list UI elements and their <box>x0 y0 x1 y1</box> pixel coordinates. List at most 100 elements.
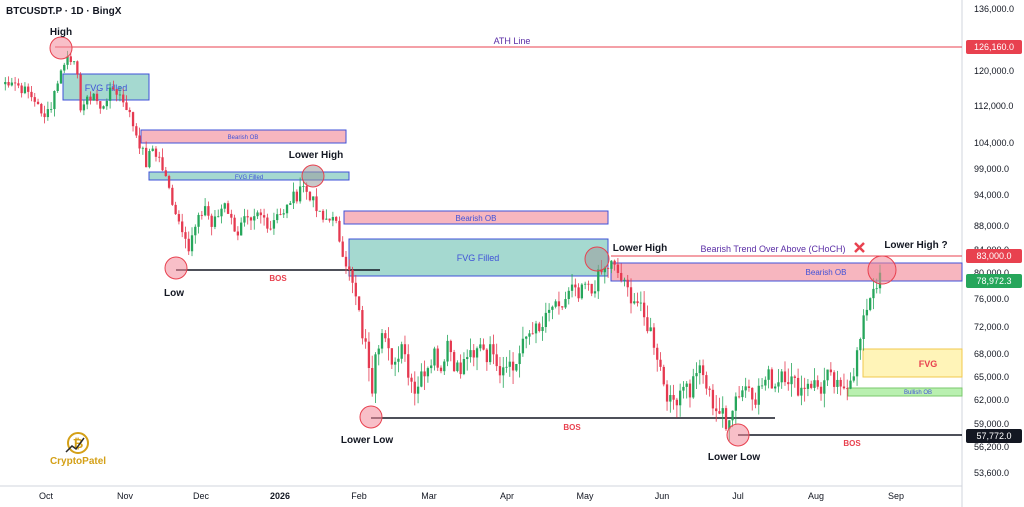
candle-body <box>446 340 449 362</box>
candle-body <box>118 94 122 96</box>
symbol-title: BTCUSDT.P · 1D · BingX <box>6 6 122 17</box>
candle-body <box>439 367 443 372</box>
candle-body <box>859 339 862 351</box>
candle-body <box>82 104 86 111</box>
candle-body <box>649 327 652 332</box>
x-tick-label: Dec <box>193 491 210 501</box>
candle-body <box>266 217 269 229</box>
candle-body <box>806 383 810 389</box>
candle-body <box>423 371 426 377</box>
candle-body <box>482 344 485 350</box>
candle-body <box>836 379 839 387</box>
x-tick-label: Nov <box>117 491 134 501</box>
candle-body <box>46 109 50 118</box>
candle-body <box>521 338 525 354</box>
candle-body <box>305 186 308 192</box>
candle-body <box>855 350 859 377</box>
x-tick-label: Feb <box>351 491 367 501</box>
candle-body <box>364 338 367 342</box>
candle-body <box>577 287 580 299</box>
candle-body <box>796 377 800 396</box>
y-tick-label: 136,000.0 <box>974 4 1014 14</box>
candle-body <box>387 338 390 349</box>
candle-body <box>534 323 538 334</box>
candle-body <box>872 288 875 299</box>
bearish-ob-label-2: Bearish OB <box>456 214 497 223</box>
lower-high-label-2: Lower High <box>613 243 667 254</box>
candle-body <box>348 266 351 271</box>
y-tick-label: 104,000.0 <box>974 138 1014 148</box>
candle-body <box>829 369 833 373</box>
candle-body <box>53 90 56 110</box>
candle-body <box>682 386 685 391</box>
candle-body <box>23 86 27 94</box>
bearish-ob-zone-2 <box>343 210 609 225</box>
candle-body <box>466 357 469 360</box>
candle-body <box>518 353 521 365</box>
price-label-text: 126,160.0 <box>974 42 1014 52</box>
x-tick-label: Sep <box>888 491 904 501</box>
candle-body <box>636 301 639 304</box>
candle-body <box>544 312 547 328</box>
bullish-ob-zone <box>847 387 963 397</box>
candle-body <box>374 354 377 394</box>
candle-body <box>754 399 757 405</box>
candle-body <box>462 359 466 375</box>
y-tick-label: 68,000.0 <box>974 349 1009 359</box>
candle-body <box>276 214 279 221</box>
y-tick-label: 59,000.0 <box>974 419 1009 429</box>
candle-body <box>194 226 197 236</box>
candle-body <box>456 362 459 372</box>
x-tick-label: 2026 <box>270 491 290 501</box>
candle-body <box>203 206 207 216</box>
candle-body <box>367 341 371 369</box>
candle-body <box>233 217 236 232</box>
candle-body <box>459 362 462 375</box>
candle-body <box>780 371 783 383</box>
candle-body <box>570 284 574 291</box>
candle-body <box>495 354 498 367</box>
candle-body <box>105 100 108 107</box>
candle-body <box>672 395 675 400</box>
candle-body <box>56 83 59 91</box>
candle-body <box>17 83 20 86</box>
candle-body <box>177 214 181 222</box>
candle-body <box>321 210 325 220</box>
candle-body <box>167 176 171 188</box>
candle-body <box>819 386 823 394</box>
candle-body <box>20 85 23 94</box>
candle-body <box>341 241 344 257</box>
y-tick-label: 65,000.0 <box>974 372 1009 382</box>
fvg-filled-label-3: FVG Filled <box>457 253 500 263</box>
price-axis[interactable]: 136,000.0128,000.0120,000.0112,000.0104,… <box>974 4 1014 478</box>
candle-body <box>665 384 669 402</box>
candle-body <box>584 283 587 285</box>
price-label-box <box>966 40 1022 54</box>
candle-body <box>99 101 102 109</box>
candle-body <box>344 256 348 267</box>
y-tick-label: 120,000.0 <box>974 66 1014 76</box>
y-tick-label: 88,000.0 <box>974 221 1009 231</box>
candle-body <box>475 348 479 358</box>
candle-body <box>633 301 636 304</box>
candle-body <box>436 348 439 368</box>
candle-body <box>839 379 842 387</box>
candle-body <box>626 279 629 288</box>
candles-group <box>4 50 882 441</box>
candle-body <box>312 196 315 201</box>
candle-body <box>767 369 770 380</box>
candle-body <box>164 170 167 177</box>
fvg-filled-zone-3 <box>348 238 609 277</box>
bullish-ob-label: Bullish OB <box>904 390 932 396</box>
cryptopatel-logo: ₿ CryptoPatel <box>44 430 112 470</box>
candle-body <box>813 380 816 388</box>
candle-body <box>354 282 357 297</box>
candle-body <box>531 333 534 335</box>
candle-body <box>688 383 692 398</box>
time-axis[interactable]: Oct Nov Dec 2026 Feb Mar Apr May Jun Jul Aug Sep <box>39 491 904 501</box>
bitcoin-chart-icon: ₿ <box>65 432 89 454</box>
candle-body <box>361 310 364 339</box>
candle-body <box>502 367 505 376</box>
candle-body <box>125 102 128 111</box>
candle-body <box>318 210 321 212</box>
